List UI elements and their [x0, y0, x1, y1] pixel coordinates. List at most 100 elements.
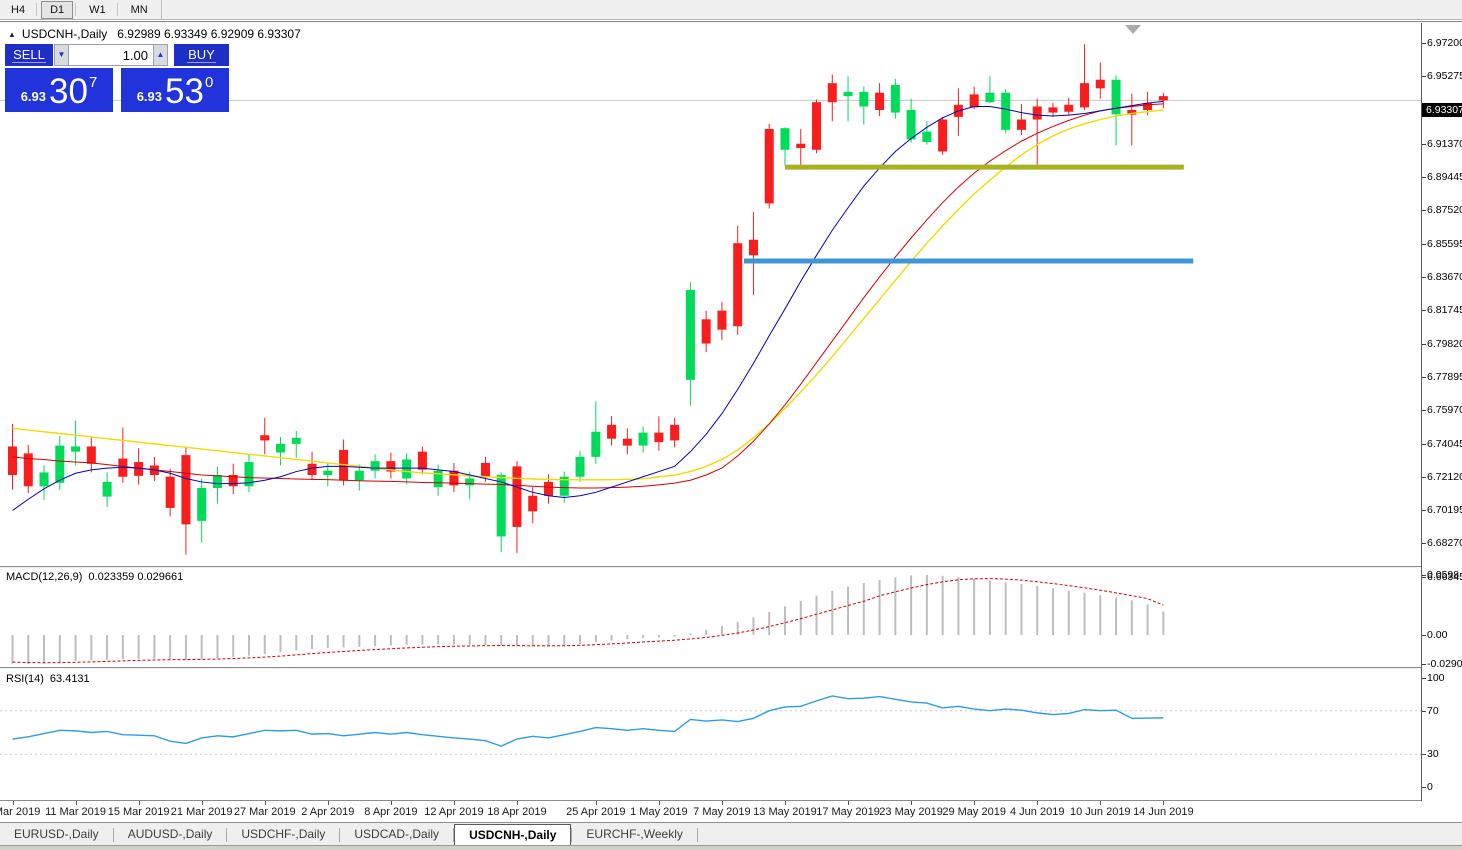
date-label: 5 Mar 2019 [0, 806, 41, 818]
sell-price-prefix: 6.93 [20, 89, 47, 104]
timeframe-toolbar: H4 D1 W1 MN [0, 0, 1462, 20]
candle [1016, 103, 1026, 136]
separator-macd-rsi[interactable] [0, 667, 1462, 668]
date-tick [327, 801, 329, 805]
date-label: 8 Apr 2019 [364, 806, 418, 818]
buy-price-box[interactable]: 6.93 53 0 [121, 68, 229, 112]
price-axis-label-tick [1422, 510, 1426, 512]
candle [890, 78, 900, 119]
sell-price-box[interactable]: 6.93 30 7 [5, 68, 113, 112]
price-axis-label-tick [1422, 210, 1426, 212]
candle [859, 86, 869, 125]
price-axis-label: 6.87520 [1427, 204, 1462, 217]
price-axis-label-tick [1422, 243, 1426, 245]
candle [402, 453, 412, 485]
price-axis-label: 6.83670 [1427, 271, 1462, 284]
price-axis-label: 6.66345 [1427, 570, 1462, 583]
ma-mid-line [12, 103, 1164, 489]
rsi-chart[interactable] [0, 669, 1421, 801]
price-axis-label-tick [1422, 177, 1426, 179]
candle [260, 417, 270, 455]
tab-eurusd-daily[interactable]: EURUSD-,Daily [14, 827, 99, 841]
tab-eurchf-weekly[interactable]: EURCHF-,Weekly [586, 827, 683, 841]
chart-shift-marker-icon[interactable] [1125, 25, 1141, 34]
tab-usdchf-daily[interactable]: USDCHF-,Daily [241, 827, 326, 841]
price-axis-label-tick [1422, 343, 1426, 345]
candle [607, 416, 617, 446]
tab-separator [226, 828, 228, 842]
volume-increase-icon[interactable]: ▲ [153, 44, 168, 66]
tab-audusd-daily[interactable]: AUDUSD-,Daily [127, 827, 213, 841]
candle [118, 427, 128, 483]
timeframe-button-d1[interactable]: D1 [41, 0, 74, 19]
candle [812, 99, 822, 154]
tab-usdcnh-daily[interactable]: USDCNH-,Daily [454, 824, 572, 845]
date-label: 21 Mar 2019 [170, 806, 233, 818]
date-label: 17 May 2019 [816, 806, 880, 818]
candle [780, 127, 790, 166]
date-label: 2 Apr 2019 [301, 806, 355, 818]
candle [307, 451, 317, 481]
price-chart[interactable] [0, 23, 1421, 566]
toolbar-separator [75, 3, 77, 16]
date-label: 11 Mar 2019 [45, 806, 107, 818]
candle [717, 302, 727, 341]
candle [1095, 62, 1105, 99]
macd-axis-label: 0.00 [1427, 629, 1448, 641]
candle [1001, 89, 1011, 134]
candle [354, 464, 364, 491]
candle [843, 76, 853, 122]
volume-input[interactable] [69, 44, 153, 66]
price-axis[interactable]: 6.97200 6.95275 6.91370 6.89445 6.87520 6.855… [1422, 23, 1462, 801]
price-axis-label-tick [1422, 76, 1426, 78]
rsi-axis-label: 0 [1427, 781, 1433, 793]
rsi-axis-label: 70 [1427, 704, 1439, 717]
date-label: 27 Mar 2019 [233, 806, 296, 818]
candle [39, 465, 49, 501]
macd-chart[interactable] [0, 568, 1421, 667]
tab-usdcad-daily[interactable]: USDCAD-,Daily [354, 827, 440, 841]
tab-separator [453, 828, 455, 842]
candle [71, 420, 81, 466]
buy-button[interactable]: BUY [174, 44, 229, 66]
timeframe-button-h4[interactable]: H4 [11, 3, 26, 16]
candle [1048, 103, 1058, 117]
rsi-axis-label-tick [1422, 710, 1426, 712]
frame-line-top-hl [0, 22, 1462, 23]
buy-price-main: 53 [165, 72, 204, 111]
separator-main-macd[interactable] [0, 566, 1462, 567]
date-tick [784, 801, 786, 805]
frame-line-top [0, 21, 1462, 22]
candle [528, 487, 538, 524]
candle [149, 456, 159, 482]
candle [197, 478, 207, 543]
price-axis-label: 6.68270 [1427, 537, 1462, 550]
chart-header: ▲ USDCNH-,Daily 6.92989 6.93349 6.92909 … [8, 27, 301, 41]
price-axis-label: 6.79820 [1427, 337, 1462, 350]
date-tick [1100, 801, 1102, 805]
sell-button[interactable]: SELL [5, 44, 53, 66]
price-axis-label-tick [1422, 310, 1426, 312]
candle [244, 454, 254, 493]
date-label: 1 May 2019 [630, 806, 688, 818]
collapse-arrow-icon[interactable]: ▲ [8, 29, 16, 39]
candle [1064, 97, 1074, 116]
price-axis-label: 6.89445 [1427, 171, 1462, 184]
candle [1127, 93, 1137, 146]
separator-rsi-dates [0, 800, 1462, 801]
ma-slow-line [12, 109, 1164, 481]
candle [544, 474, 554, 504]
date-label: 18 Apr 2019 [487, 806, 547, 818]
current-price-tag: 6.93307 [1422, 103, 1462, 118]
volume-decrease-icon[interactable]: ▼ [54, 44, 69, 66]
timeframe-button-mn[interactable]: MN [130, 3, 148, 16]
timeframe-button-w1[interactable]: W1 [89, 3, 106, 16]
date-tick [721, 801, 723, 805]
candle [102, 472, 112, 508]
macd-values: 0.023359 0.029661 [88, 571, 184, 583]
candle [922, 121, 932, 145]
candle [165, 468, 175, 517]
macd-label: MACD(12,26,9) 0.023359 0.029661 [6, 571, 184, 583]
